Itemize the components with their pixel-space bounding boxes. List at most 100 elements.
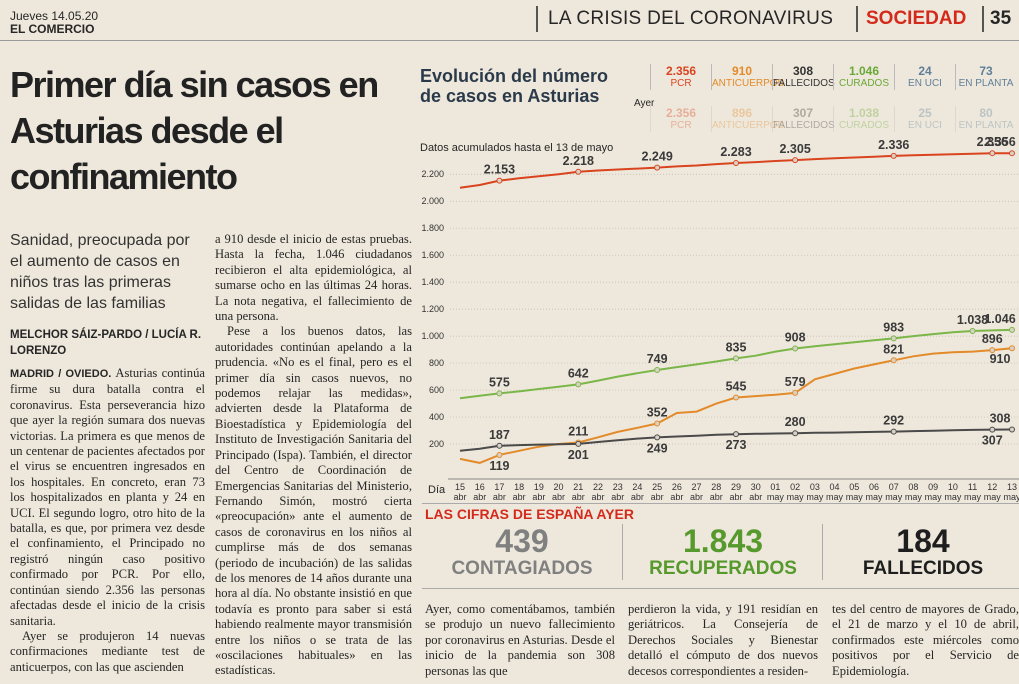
stat-value: 2.356 — [665, 106, 697, 120]
x-tick-label: 15 abr — [453, 482, 467, 502]
point-marker — [989, 426, 996, 433]
stat-previous: 1.038 CURADOS — [833, 106, 894, 132]
paragraph: tes del centro de mayores de Grado, el 2… — [832, 602, 1019, 679]
stat-label: EN UCI — [908, 78, 942, 89]
spain-item: 439 CONTAGIADOS — [422, 524, 622, 580]
date: Jueves 14.05.20 — [10, 9, 99, 23]
data-label: 2.283 — [720, 145, 751, 159]
article-column: tes del centro de mayores de Grado, el 2… — [832, 602, 1019, 684]
data-label: 642 — [568, 366, 589, 380]
x-tick-label: 05 may — [845, 482, 863, 502]
y-tick-label: 2.000 — [421, 196, 444, 206]
stat-today: 73 EN PLANTA — [955, 64, 1016, 90]
x-tick-label: 30 abr — [749, 482, 763, 502]
paragraph: a 910 desde el inicio de estas pruebas. … — [215, 232, 412, 324]
y-tick-label: 1.400 — [421, 277, 444, 287]
rule — [422, 588, 1019, 589]
x-tick-label: 12 may — [983, 482, 1001, 502]
point-marker — [1009, 326, 1015, 333]
stat-label: FALLECIDOS — [773, 78, 835, 89]
stat-label: ANTICUERPOS — [712, 78, 785, 89]
stat-value: 80 — [979, 106, 993, 120]
chart-subtitle: Datos acumulados hasta el 13 de mayo — [420, 142, 614, 154]
point-marker — [989, 347, 996, 354]
stat-today: 1.046 CURADOS — [833, 64, 894, 90]
point-marker — [496, 442, 503, 449]
paragraph: Ayer se produjeron 14 nuevas confirmacio… — [10, 629, 205, 675]
stat-previous: 896 ANTICUERPOS — [711, 106, 784, 132]
stat-today: 2.356 PCR — [650, 64, 711, 90]
spain-item: 184 FALLECIDOS — [822, 524, 1019, 580]
point-marker — [1009, 150, 1015, 157]
stat-label: EN PLANTA — [958, 78, 1014, 89]
separator — [536, 6, 538, 32]
data-label: 119 — [489, 459, 509, 473]
spain-title: LAS CIFRAS DE ESPAÑA AYER — [425, 506, 634, 522]
stat-value: 896 — [731, 106, 753, 120]
stat-today: 308 FALLECIDOS — [772, 64, 835, 90]
stat-value: 910 — [731, 64, 753, 78]
y-tick-label: 800 — [429, 358, 444, 368]
point-marker — [654, 420, 661, 427]
point-marker — [733, 160, 739, 167]
spain-value: 1.843 — [682, 523, 764, 559]
paragraph-text: tes del centro de mayores de Grado, el 2… — [832, 602, 1019, 678]
article-column: MADRID / OVIEDO. Asturias continúa firme … — [10, 366, 205, 684]
paragraph-text: Ayer se produjeron 14 nuevas confirmacio… — [10, 628, 205, 674]
x-tick-label: 26 abr — [670, 482, 684, 502]
chart-panel: Evolución del número de casos en Asturia… — [420, 60, 1019, 502]
point-marker — [654, 434, 661, 441]
paragraph-text: Ayer, como comentábamos, también se prod… — [425, 602, 615, 678]
x-tick-label: 16 abr — [473, 482, 487, 502]
x-tick-label: 02 may — [786, 482, 804, 502]
data-label: 2.336 — [878, 138, 909, 152]
x-tick-label: 17 abr — [492, 482, 506, 502]
section: SOCIEDAD — [866, 8, 967, 29]
point-marker — [1009, 426, 1015, 433]
paragraph-text: Asturias continúa firme su dura batalla … — [10, 366, 205, 628]
data-label: 545 — [726, 379, 747, 393]
point-marker — [575, 168, 582, 175]
header-rule — [0, 40, 1019, 41]
stat-previous: 80 EN PLANTA — [955, 106, 1016, 132]
point-marker — [890, 428, 897, 435]
separator — [982, 6, 984, 32]
paragraph: Ayer, como comentábamos, también se prod… — [425, 602, 615, 679]
y-tick-label: 1.000 — [421, 331, 444, 341]
point-marker — [792, 345, 799, 352]
data-label: 2.305 — [780, 142, 811, 156]
stat-label: CURADOS — [838, 120, 889, 131]
point-marker — [890, 335, 897, 342]
stat-label: EN UCI — [908, 120, 942, 131]
page-number: 35 — [990, 8, 1012, 29]
point-marker — [792, 389, 799, 396]
point-marker — [733, 394, 739, 401]
data-label: 249 — [647, 441, 668, 455]
spain-value: 439 — [495, 523, 549, 559]
data-label: 211 — [568, 425, 588, 439]
point-marker — [496, 451, 503, 458]
stat-value: 1.046 — [848, 64, 880, 78]
data-label: 2.249 — [642, 150, 673, 164]
data-label: 2.218 — [563, 154, 594, 168]
today-label: Ayer — [634, 98, 655, 109]
subhead: Sanidad, preocupada por el aumento de ca… — [10, 232, 190, 312]
x-tick-label: 20 abr — [552, 482, 566, 502]
stat-value: 2.356 — [665, 64, 697, 78]
stat-label: CURADOS — [838, 78, 889, 89]
point-marker — [890, 357, 897, 364]
point-marker — [654, 164, 661, 171]
rule — [422, 503, 1019, 504]
data-label: 273 — [726, 438, 747, 452]
x-axis-label: Día — [428, 484, 446, 496]
point-marker — [496, 390, 503, 397]
stat-value: 24 — [918, 64, 932, 78]
stat-value: 1.038 — [848, 106, 880, 120]
point-marker — [890, 152, 897, 159]
data-label: 1.038 — [957, 313, 988, 327]
x-tick-label: 25 abr — [650, 482, 664, 502]
paragraph-text: perdieron la vida, y 191 residían en ger… — [628, 602, 818, 678]
data-label: 910 — [990, 352, 1011, 366]
paragraph: MADRID / OVIEDO. Asturias continúa firme … — [10, 366, 205, 629]
data-label: 308 — [990, 411, 1011, 425]
